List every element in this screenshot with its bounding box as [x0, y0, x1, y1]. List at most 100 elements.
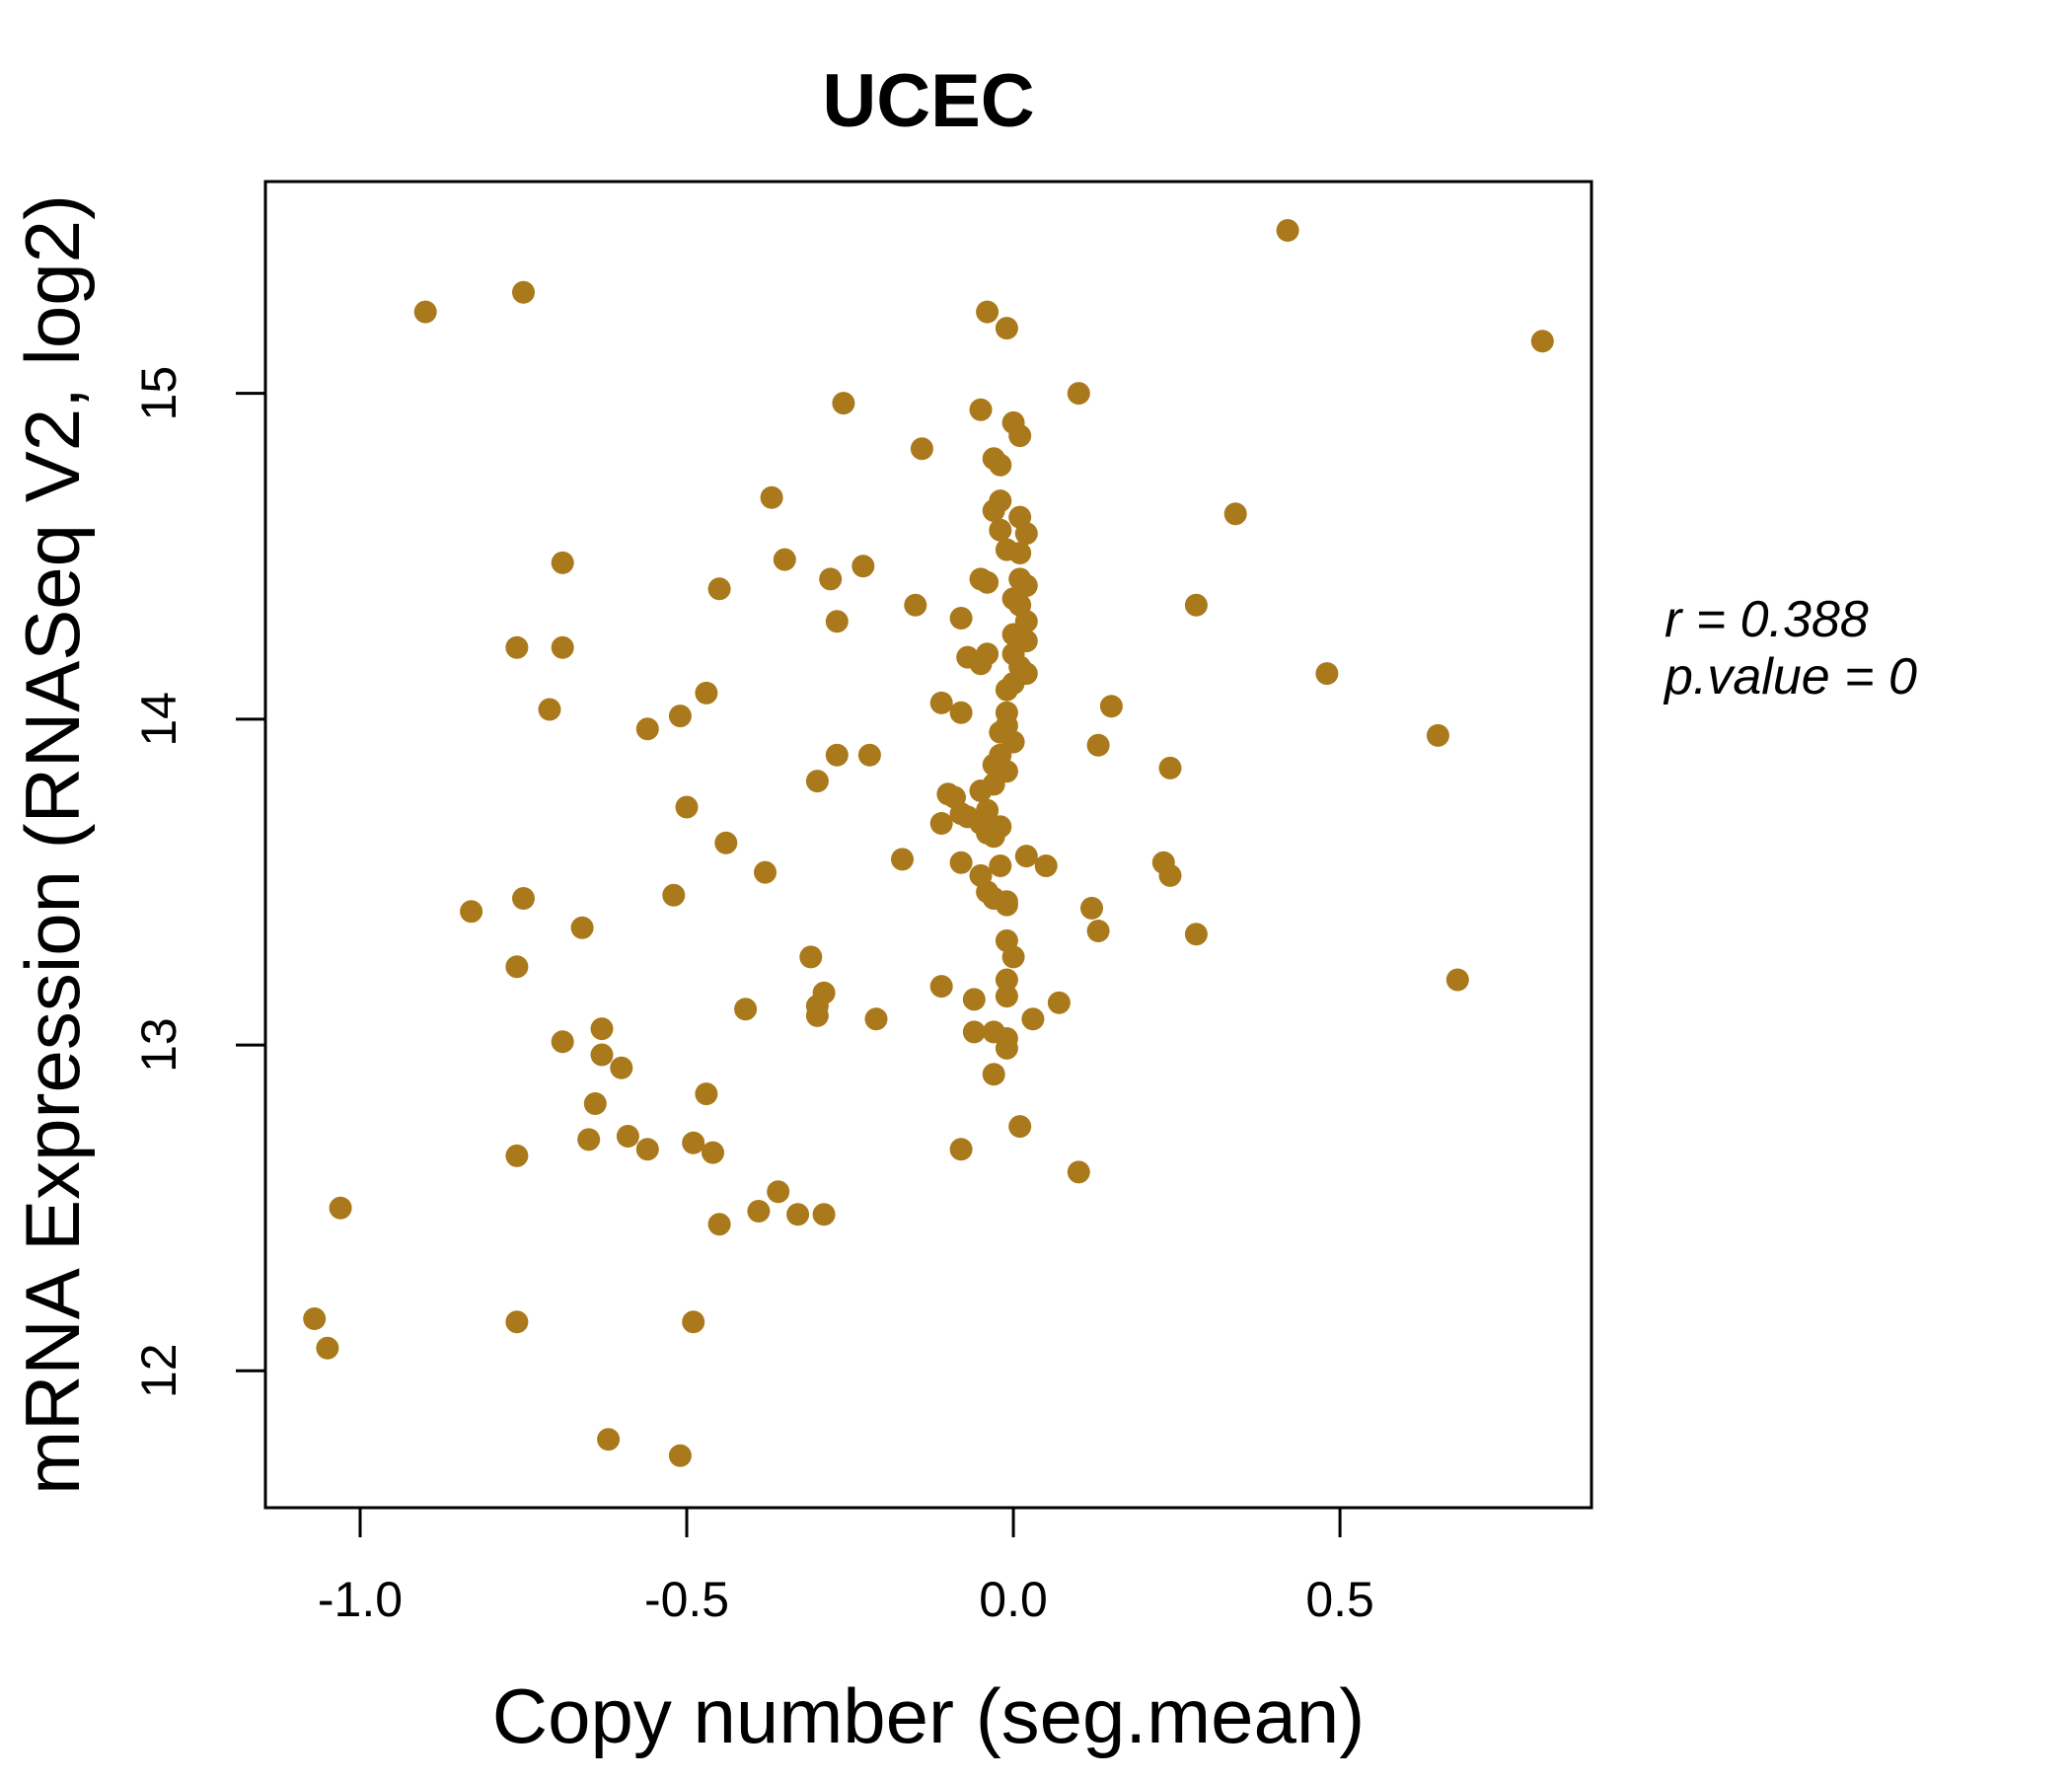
scatter-point [767, 1180, 790, 1204]
scatter-point [976, 570, 999, 594]
y-tick-label: 12 [131, 1343, 186, 1398]
scatter-point [597, 1428, 621, 1451]
scatter-point [1047, 991, 1071, 1014]
scatter-point [786, 1203, 810, 1226]
scatter-point [1034, 854, 1058, 877]
scatter-point [505, 1144, 529, 1167]
scatter-point [505, 635, 529, 659]
scatter-point [551, 635, 574, 659]
scatter-point [825, 610, 849, 633]
scatter-point [805, 770, 829, 793]
scatter-point [702, 1141, 724, 1164]
scatter-point [976, 880, 999, 904]
scatter-point [1315, 662, 1339, 686]
scatter-point [460, 900, 483, 924]
scatter-point [1021, 1007, 1045, 1031]
y-axis-label: mRNA Expression (RNASeq V2, log2) [9, 194, 96, 1495]
scatter-point [754, 860, 777, 884]
scatter-point [590, 1043, 614, 1067]
scatter-point [995, 985, 1018, 1008]
scatter-point [734, 998, 758, 1021]
scatter-point [1158, 863, 1182, 887]
scatter-point [929, 975, 953, 999]
scatter-point [316, 1336, 339, 1360]
scatter-point [551, 551, 574, 574]
scatter-point [949, 1138, 973, 1161]
scatter-point [760, 485, 783, 509]
scatter-point [707, 577, 731, 601]
x-tick-label: -1.0 [318, 1572, 403, 1627]
scatter-point [982, 825, 1005, 849]
scatter-point [929, 812, 953, 835]
scatter-point [812, 1203, 836, 1226]
scatter-point [832, 392, 855, 415]
x-tick-label: 0.5 [1305, 1572, 1374, 1627]
scatter-point [962, 988, 986, 1011]
scatter-point [995, 968, 1018, 992]
scatter-point [976, 300, 999, 324]
scatter-point [635, 1138, 659, 1161]
scatter-point [1014, 522, 1038, 546]
scatter-point [969, 398, 993, 421]
scatter-point [1008, 1115, 1032, 1139]
scatter-point [1184, 923, 1208, 946]
scatter-point [799, 945, 823, 969]
scatter-point [616, 1125, 639, 1148]
scatter-point [714, 831, 738, 854]
scatter-point [577, 1128, 601, 1151]
scatter-point [303, 1307, 327, 1330]
scatter-point [1008, 542, 1032, 564]
scatter-point [976, 798, 999, 822]
x-tick-label: 0.0 [979, 1572, 1048, 1627]
scatter-point [1067, 382, 1090, 406]
scatter-point [675, 795, 699, 819]
scatter-point [773, 548, 796, 571]
scatter-point [1001, 945, 1025, 969]
scatter-point [969, 652, 993, 676]
x-tick-label: -0.5 [644, 1572, 729, 1627]
scatter-point [949, 802, 973, 826]
scatter-point [949, 607, 973, 630]
scatter-point [583, 1092, 607, 1115]
scatter-point [413, 300, 437, 324]
scatter-point [995, 1036, 1018, 1060]
scatter-point [1530, 330, 1554, 353]
scatter-point [610, 1056, 633, 1079]
scatter-point [982, 499, 1005, 522]
scatter-point [825, 743, 849, 767]
scatter-point [512, 887, 535, 910]
scatter-point [904, 593, 927, 617]
scatter-point [695, 681, 718, 705]
scatter-point [1080, 896, 1103, 920]
plot-area-border [263, 180, 1593, 1510]
scatter-point [668, 1444, 692, 1467]
chart-title: UCEC [822, 59, 1034, 143]
scatter-point [329, 1196, 352, 1220]
scatter-point [707, 1213, 731, 1236]
scatter-point [969, 779, 993, 802]
scatter-point [1067, 1160, 1090, 1184]
scatter-point [1014, 845, 1038, 868]
scatter-point [635, 717, 659, 741]
scatter-point [1099, 695, 1123, 718]
scatter-point [864, 1007, 888, 1031]
y-tick-label: 15 [131, 366, 186, 421]
scatter-point [570, 916, 594, 939]
scatter-point [949, 701, 973, 724]
scatter-point [1223, 502, 1247, 526]
y-axis-ticks: 12 13 14 15 [131, 366, 265, 1398]
scatter-point [962, 1020, 986, 1044]
scatter-point [995, 678, 1018, 702]
scatter-point [747, 1200, 771, 1223]
scatter-point [512, 280, 535, 304]
scatter-point [805, 1003, 829, 1027]
scatter-point [1445, 968, 1469, 992]
y-tick-label: 13 [131, 1017, 186, 1073]
y-tick-label: 14 [131, 692, 186, 747]
scatter-point [1086, 920, 1110, 942]
scatter-point [989, 854, 1012, 877]
scatter-points [303, 219, 1554, 1467]
scatter-point [982, 1063, 1005, 1086]
